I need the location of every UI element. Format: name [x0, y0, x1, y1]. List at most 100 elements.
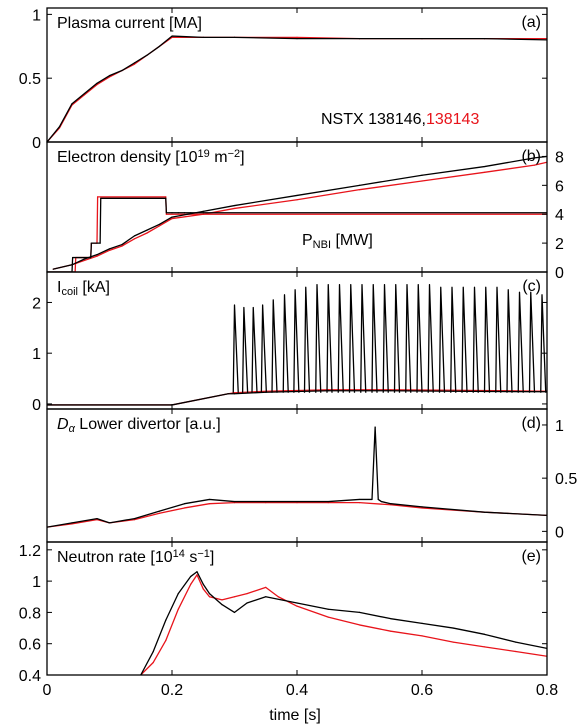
coil-spike: [348, 284, 356, 393]
data-point: [265, 500, 267, 503]
series-line-138146: [47, 35, 547, 142]
panel-letter: (d): [521, 415, 541, 432]
data-point: [483, 165, 486, 168]
data-point: [296, 502, 298, 504]
data-point: [227, 393, 229, 395]
data-point: [421, 635, 423, 637]
data-point: [221, 599, 223, 601]
data-point: [165, 639, 167, 642]
coil-spike: [450, 286, 457, 393]
data-point: [296, 500, 298, 503]
right-y-tick-label: 1: [555, 418, 564, 435]
y-tick-label: 1: [32, 346, 41, 363]
data-point: [358, 184, 361, 186]
data-point: [171, 217, 173, 220]
right-y-tick-label: 4: [555, 207, 564, 224]
data-point: [108, 248, 111, 250]
panel-a: 0 0.5 1 (a) Plasma current [MA] NSTX 138146,1…: [19, 7, 548, 152]
series-line-138146-base: [47, 390, 547, 406]
data-point: [196, 212, 198, 214]
coil-spike: [315, 284, 322, 393]
data-point: [452, 389, 454, 391]
series-line-p_nbi-138146: [47, 197, 547, 272]
coil-spike: [517, 291, 524, 393]
x-tick-label: 0.4: [286, 682, 308, 699]
data-point: [327, 389, 329, 391]
data-point: [190, 583, 192, 585]
data-point: [121, 69, 123, 72]
y-tick-label: 0.4: [19, 668, 41, 685]
data-point: [208, 498, 211, 501]
coil-spike: [282, 294, 289, 393]
data-point: [327, 502, 329, 504]
data-point: [133, 235, 136, 237]
panel-title: Electron density [1019 m−2]: [57, 148, 245, 166]
series-line-138143: [140, 574, 547, 675]
data-point: [152, 661, 154, 664]
data-point: [171, 35, 173, 37]
data-point: [233, 611, 236, 614]
data-point: [133, 238, 136, 240]
coil-spike: [293, 289, 300, 393]
coil-spike: [506, 289, 513, 393]
data-point: [202, 583, 204, 585]
data-point: [96, 82, 98, 84]
data-point: [108, 75, 111, 77]
coil-spike: [337, 284, 344, 393]
data-point: [146, 54, 148, 56]
data-point: [96, 255, 98, 257]
data-point: [152, 650, 154, 653]
data-point: [208, 503, 211, 505]
data-point: [265, 502, 267, 504]
right-y-tick-label: 2: [555, 236, 564, 253]
data-point: [108, 522, 111, 524]
data-point: [183, 212, 186, 214]
data-point: [390, 618, 392, 620]
coil-spike: [405, 284, 412, 393]
data-point: [233, 393, 236, 395]
data-point: [246, 602, 248, 604]
data-point: [208, 593, 211, 595]
data-point: [99, 242, 101, 244]
series-line-density-138146: [53, 155, 547, 270]
data-point: [390, 503, 392, 505]
y-tick-label: 1.2: [19, 543, 41, 560]
y-tick-label: 1: [32, 574, 41, 591]
data-point: [390, 389, 392, 391]
series-line-138146: [47, 426, 547, 528]
data-point: [327, 500, 329, 503]
data-point: [327, 608, 329, 610]
coil-spike: [461, 286, 468, 393]
data-point: [452, 390, 454, 392]
data-point: [233, 207, 236, 210]
data-point: [108, 76, 111, 78]
data-point: [133, 63, 136, 65]
data-point: [483, 633, 486, 635]
panel-letter: (e): [521, 548, 541, 565]
series-line-density-138143: [53, 161, 547, 270]
data-point: [171, 216, 173, 218]
data-point: [121, 243, 123, 246]
data-point: [380, 500, 382, 503]
x-tick-label: 0.8: [536, 682, 558, 699]
x-tick-label: 0.6: [411, 682, 433, 699]
data-point: [158, 512, 161, 514]
right-y-tick-label: 0.5: [555, 471, 577, 488]
panel-c: 0 1 2 (c) Icoil [kA]: [32, 271, 548, 414]
panel-letter: (a): [521, 14, 541, 31]
data-point: [71, 522, 73, 524]
data-point: [165, 196, 167, 198]
right-y-tick-label: 0: [555, 524, 564, 541]
data-point: [202, 212, 204, 214]
data-point: [327, 616, 329, 618]
y-tick-label: 1: [32, 7, 41, 24]
shot-annotation: NSTX 138146,138143: [321, 111, 479, 128]
coil-spike: [260, 304, 268, 393]
y-tick-label: 2: [32, 295, 41, 312]
coil-spike: [416, 284, 423, 393]
coil-spike: [241, 306, 249, 393]
data-point: [483, 646, 486, 648]
data-point: [421, 622, 423, 624]
data-point: [358, 611, 361, 614]
data-point: [165, 212, 167, 214]
